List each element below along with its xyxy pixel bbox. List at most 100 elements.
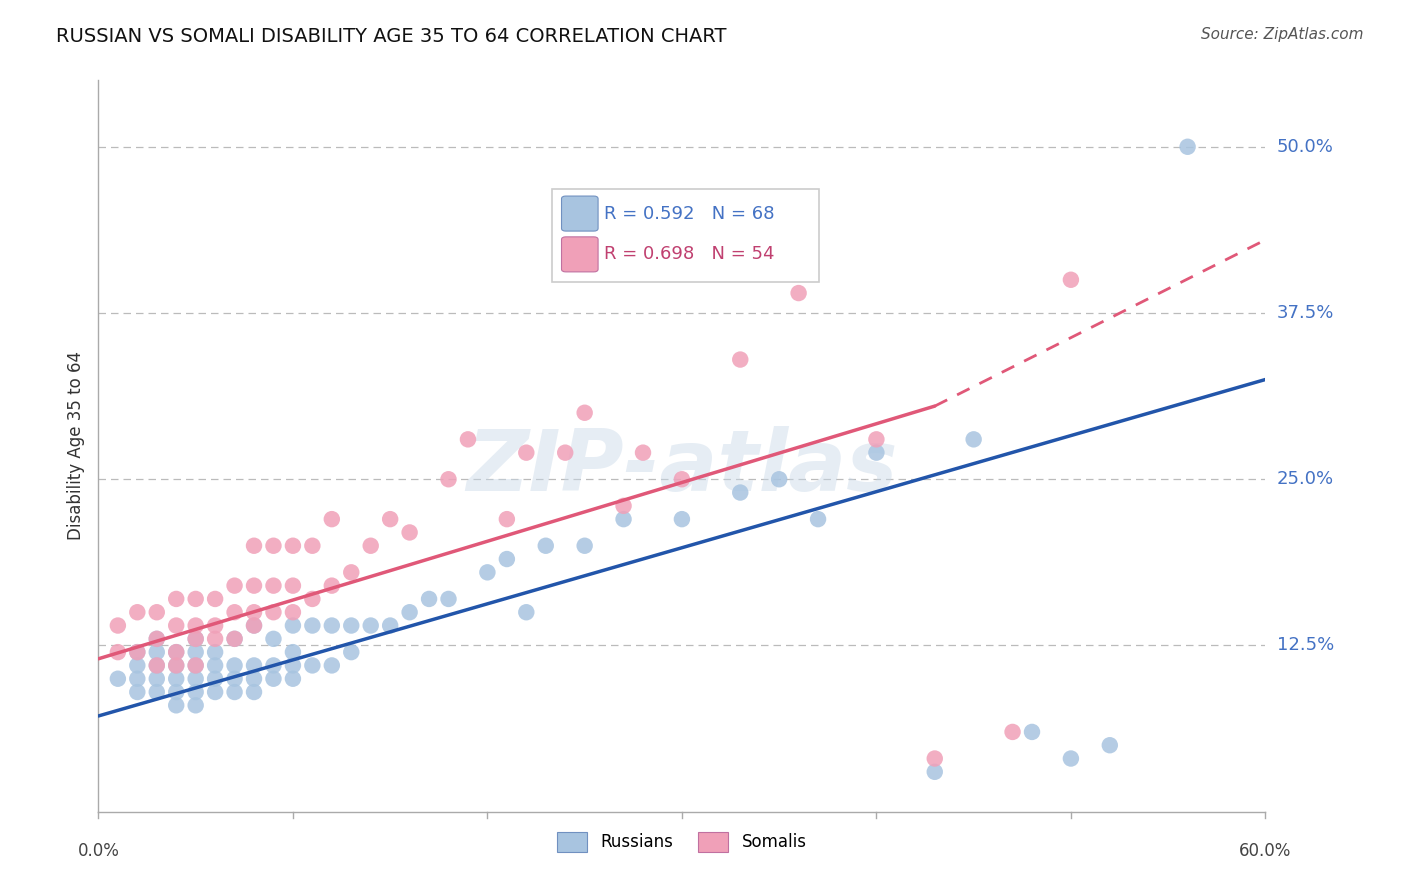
Point bbox=[184, 698, 207, 713]
Point bbox=[184, 658, 207, 673]
Point bbox=[165, 618, 187, 632]
Point bbox=[184, 632, 207, 646]
Text: 50.0%: 50.0% bbox=[1277, 137, 1333, 156]
Point bbox=[262, 605, 284, 619]
Text: R = 0.698   N = 54: R = 0.698 N = 54 bbox=[603, 245, 775, 263]
Point bbox=[165, 645, 187, 659]
Point bbox=[107, 618, 129, 632]
Point bbox=[1060, 751, 1083, 765]
Point bbox=[360, 618, 382, 632]
Point bbox=[437, 591, 460, 606]
Point bbox=[146, 632, 169, 646]
Text: 25.0%: 25.0% bbox=[1277, 470, 1334, 488]
Point bbox=[340, 645, 363, 659]
Point bbox=[924, 751, 946, 765]
Point bbox=[127, 645, 149, 659]
Point bbox=[184, 658, 207, 673]
Point bbox=[107, 645, 129, 659]
Point bbox=[224, 672, 246, 686]
Point bbox=[184, 645, 207, 659]
Point bbox=[340, 618, 363, 632]
Point bbox=[146, 658, 169, 673]
Point bbox=[281, 579, 304, 593]
Point bbox=[398, 605, 420, 619]
Text: 60.0%: 60.0% bbox=[1239, 842, 1292, 860]
Point bbox=[281, 658, 304, 673]
Point bbox=[437, 472, 460, 486]
Point bbox=[631, 445, 654, 459]
Legend: Russians, Somalis: Russians, Somalis bbox=[551, 826, 813, 858]
Point bbox=[262, 539, 284, 553]
Point bbox=[146, 672, 169, 686]
Point bbox=[184, 672, 207, 686]
Point bbox=[574, 406, 596, 420]
Point bbox=[127, 672, 149, 686]
Point bbox=[477, 566, 499, 580]
Point bbox=[243, 618, 266, 632]
Point bbox=[301, 658, 323, 673]
Point bbox=[515, 445, 537, 459]
Text: 12.5%: 12.5% bbox=[1277, 637, 1334, 655]
Point bbox=[224, 632, 246, 646]
Point bbox=[224, 658, 246, 673]
Point bbox=[1177, 140, 1199, 154]
Point bbox=[321, 579, 343, 593]
Point bbox=[204, 685, 226, 699]
Point bbox=[281, 605, 304, 619]
Point bbox=[865, 433, 887, 447]
Point bbox=[165, 672, 187, 686]
Point bbox=[321, 618, 343, 632]
Point bbox=[418, 591, 440, 606]
Point bbox=[281, 618, 304, 632]
Point bbox=[1021, 725, 1043, 739]
Point bbox=[165, 658, 187, 673]
Point bbox=[165, 591, 187, 606]
Point bbox=[281, 672, 304, 686]
Point bbox=[574, 539, 596, 553]
Point bbox=[262, 632, 284, 646]
Point bbox=[204, 618, 226, 632]
Point bbox=[281, 539, 304, 553]
Point bbox=[204, 672, 226, 686]
Point bbox=[301, 591, 323, 606]
Point bbox=[340, 566, 363, 580]
Point bbox=[281, 645, 304, 659]
Point bbox=[787, 286, 810, 301]
Point bbox=[515, 605, 537, 619]
Text: 37.5%: 37.5% bbox=[1277, 304, 1334, 322]
Point bbox=[262, 579, 284, 593]
Point bbox=[127, 685, 149, 699]
Point bbox=[107, 672, 129, 686]
Point bbox=[380, 618, 402, 632]
Point bbox=[1098, 738, 1121, 752]
Point bbox=[613, 499, 636, 513]
Point bbox=[243, 618, 266, 632]
Point bbox=[457, 433, 479, 447]
Point bbox=[243, 579, 266, 593]
Point bbox=[534, 539, 557, 553]
Point bbox=[243, 605, 266, 619]
Point bbox=[165, 658, 187, 673]
Text: Source: ZipAtlas.com: Source: ZipAtlas.com bbox=[1201, 27, 1364, 42]
Point bbox=[204, 658, 226, 673]
Point bbox=[671, 472, 693, 486]
Point bbox=[204, 645, 226, 659]
Point bbox=[204, 591, 226, 606]
Point bbox=[807, 512, 830, 526]
Text: ZIP­atlas: ZIP­atlas bbox=[467, 426, 897, 509]
Point bbox=[146, 605, 169, 619]
Point bbox=[224, 605, 246, 619]
Text: R = 0.592   N = 68: R = 0.592 N = 68 bbox=[603, 204, 775, 223]
Point bbox=[671, 512, 693, 526]
Point bbox=[301, 618, 323, 632]
Text: RUSSIAN VS SOMALI DISABILITY AGE 35 TO 64 CORRELATION CHART: RUSSIAN VS SOMALI DISABILITY AGE 35 TO 6… bbox=[56, 27, 727, 45]
Point bbox=[146, 632, 169, 646]
Text: 0.0%: 0.0% bbox=[77, 842, 120, 860]
Point bbox=[146, 658, 169, 673]
Point bbox=[165, 685, 187, 699]
Point bbox=[184, 591, 207, 606]
Point bbox=[127, 658, 149, 673]
Point bbox=[321, 658, 343, 673]
Point bbox=[1060, 273, 1083, 287]
Point bbox=[730, 485, 752, 500]
